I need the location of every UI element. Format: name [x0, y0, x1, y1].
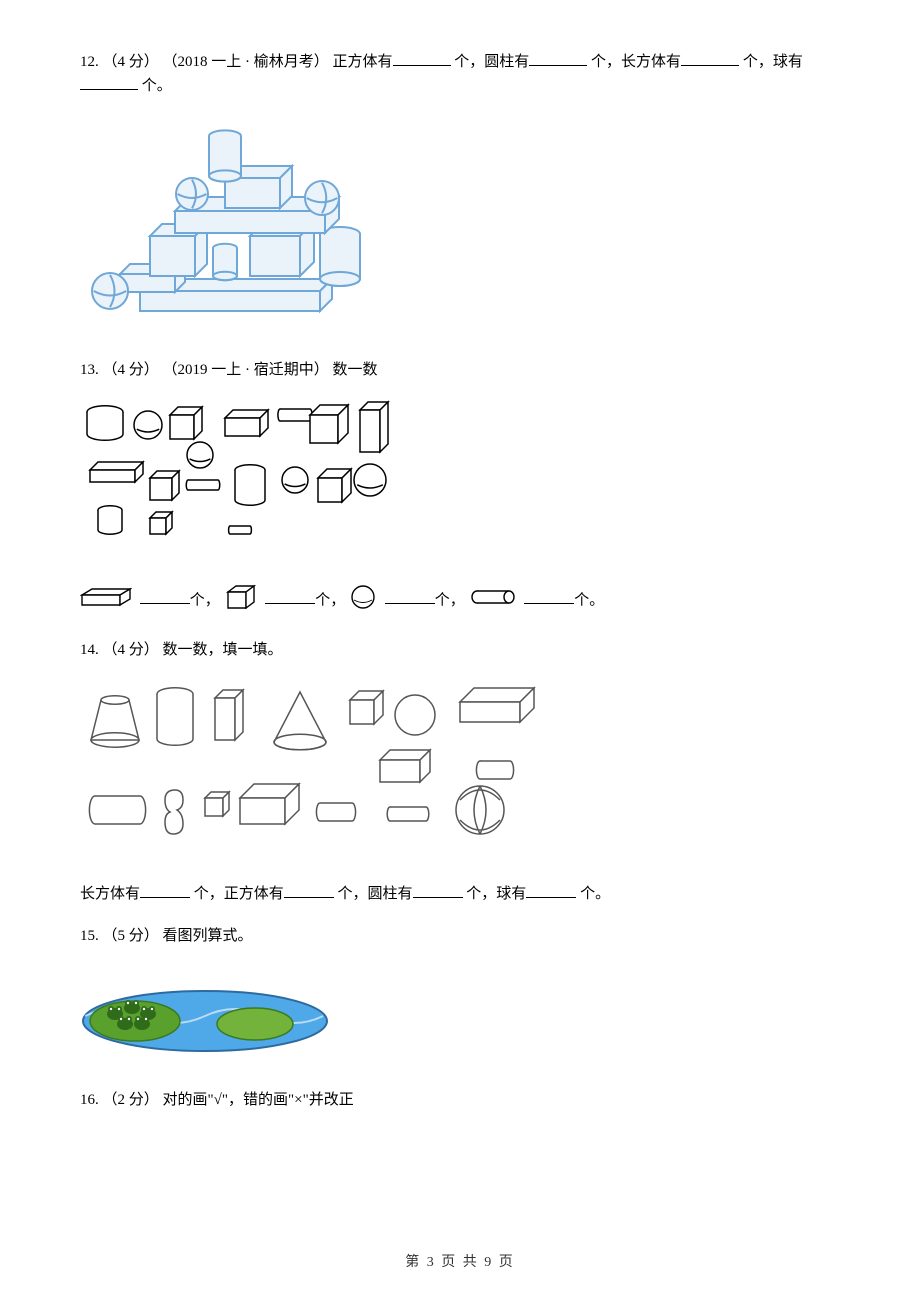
q15-number: 15. — [80, 928, 99, 944]
q14-title: 数一数，填一填。 — [163, 642, 283, 658]
q14-figure — [80, 680, 840, 858]
q16-text: 16. （2 分） 对的画"√"，错的画"×"并改正 — [80, 1088, 840, 1112]
blank — [393, 51, 451, 66]
cuboid-flat-icon — [80, 585, 132, 617]
q13-source: （2019 一上 · 宿迁期中） — [163, 362, 329, 378]
q12-u3: 个，球有 — [743, 54, 803, 70]
q14-answers: 长方体有 个，正方体有 个，圆柱有 个，球有 个。 — [80, 882, 840, 906]
q15-title: 看图列算式。 — [163, 928, 253, 944]
blank — [526, 883, 576, 898]
q14-b: 个，正方体有 — [194, 886, 284, 902]
blank — [529, 51, 587, 66]
cylinder-flat-icon — [469, 588, 517, 614]
q14-e: 个。 — [580, 886, 610, 902]
q14-number: 14. — [80, 642, 99, 658]
blank — [140, 589, 190, 604]
cube-icon — [224, 582, 258, 620]
sep: 个， — [435, 592, 465, 608]
q13-figure — [80, 400, 840, 558]
blocks-castle-icon — [80, 116, 420, 326]
frogs-pond-icon — [80, 966, 330, 1056]
sep: 个， — [190, 592, 220, 608]
sphere-icon — [349, 583, 377, 619]
blank — [681, 51, 739, 66]
q12-u1: 个，圆柱有 — [454, 54, 529, 70]
blank — [140, 883, 190, 898]
q14-points: （4 分） — [103, 642, 159, 658]
q14-a: 长方体有 — [80, 886, 140, 902]
q12-u2: 个，长方体有 — [591, 54, 681, 70]
footer-text: 第 3 页 共 9 页 — [405, 1255, 515, 1270]
q15-text: 15. （5 分） 看图列算式。 — [80, 924, 840, 948]
q14-d: 个，球有 — [466, 886, 526, 902]
shapes-mix-icon — [80, 680, 580, 850]
q15-points: （5 分） — [103, 928, 159, 944]
q13-answers: 个， 个， 个， 个。 — [80, 582, 840, 620]
q12-number: 12. — [80, 54, 99, 70]
q16-number: 16. — [80, 1092, 99, 1108]
q13-number: 13. — [80, 362, 99, 378]
q12-t1: 正方体有 — [333, 54, 393, 70]
q13-text: 13. （4 分） （2019 一上 · 宿迁期中） 数一数 — [80, 358, 840, 382]
blank — [413, 883, 463, 898]
page-footer: 第 3 页 共 9 页 — [0, 1252, 920, 1274]
q16-points: （2 分） — [103, 1092, 159, 1108]
end: 个。 — [574, 592, 604, 608]
q12-points: （4 分） — [103, 54, 159, 70]
q14-text: 14. （4 分） 数一数，填一填。 — [80, 638, 840, 662]
q12-text: 12. （4 分） （2018 一上 · 榆林月考） 正方体有 个，圆柱有 个，… — [80, 50, 840, 98]
sep: 个， — [315, 592, 345, 608]
q12-u4: 个。 — [142, 78, 172, 94]
q12-source: （2018 一上 · 榆林月考） — [163, 54, 329, 70]
q13-points: （4 分） — [103, 362, 159, 378]
q14-c: 个，圆柱有 — [338, 886, 413, 902]
q16-title: 对的画"√"，错的画"×"并改正 — [163, 1092, 354, 1108]
blank — [80, 75, 138, 90]
q15-figure — [80, 966, 840, 1064]
shapes-scatter-icon — [80, 400, 410, 550]
q13-title: 数一数 — [333, 362, 378, 378]
blank — [524, 589, 574, 604]
blank — [385, 589, 435, 604]
blank — [284, 883, 334, 898]
q12-figure — [80, 116, 840, 334]
blank — [265, 589, 315, 604]
